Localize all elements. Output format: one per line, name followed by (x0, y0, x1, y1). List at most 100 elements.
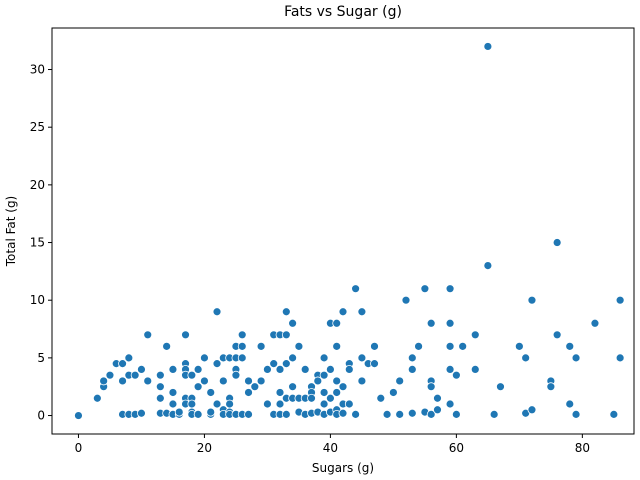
data-point (288, 318, 298, 328)
data-point (420, 284, 430, 294)
data-point (426, 318, 436, 328)
y-tick-label: 5 (37, 351, 45, 365)
data-point (514, 341, 524, 351)
data-point (124, 353, 134, 363)
data-point (351, 409, 361, 419)
data-point (546, 382, 556, 392)
y-tick-label: 15 (30, 236, 45, 250)
data-point (319, 353, 329, 363)
data-point (200, 376, 209, 386)
data-point (193, 382, 203, 392)
x-tick-label: 40 (323, 441, 338, 455)
x-axis: 0 20 40 60 80 (75, 434, 590, 455)
data-point (451, 409, 461, 419)
y-axis: 0 5 10 15 20 25 30 (30, 63, 52, 423)
data-point (609, 409, 619, 419)
y-tick-label: 0 (37, 409, 45, 423)
data-point (470, 365, 480, 374)
y-tick-label: 20 (30, 178, 45, 192)
data-point (118, 376, 127, 386)
data-point (395, 409, 405, 419)
chart-title: Fats vs Sugar (g) (284, 4, 402, 20)
data-point (319, 388, 329, 397)
data-point (162, 341, 172, 351)
data-point (275, 388, 285, 397)
data-point (99, 376, 109, 386)
data-point (414, 341, 423, 351)
data-point (263, 399, 272, 409)
x-tick-label: 80 (575, 441, 590, 455)
data-point (218, 376, 228, 386)
data-point (445, 318, 455, 328)
x-tick-label: 0 (75, 441, 83, 455)
data-point (187, 370, 197, 380)
data-point (181, 330, 190, 340)
y-tick-label: 30 (30, 63, 45, 77)
data-points (74, 42, 625, 420)
data-point (325, 393, 335, 403)
data-point (244, 388, 253, 397)
data-point (426, 409, 436, 419)
data-point (332, 318, 342, 328)
data-point (376, 393, 386, 403)
data-point (338, 408, 348, 418)
data-point (137, 408, 146, 418)
data-point (256, 341, 266, 351)
data-point (401, 295, 411, 305)
data-point (344, 399, 354, 409)
data-point (445, 399, 455, 409)
data-point (370, 341, 379, 351)
data-point (445, 365, 455, 374)
data-point (206, 388, 216, 397)
data-point (338, 307, 348, 317)
data-point (388, 388, 398, 397)
data-point (193, 409, 203, 419)
data-point (426, 382, 436, 392)
data-point (231, 370, 241, 380)
data-point (281, 307, 291, 317)
data-point (445, 284, 455, 294)
data-point (489, 409, 499, 419)
data-point (433, 393, 442, 403)
data-point (250, 382, 260, 392)
data-point (212, 359, 222, 369)
data-point (407, 353, 417, 363)
data-point (200, 353, 209, 363)
data-point (137, 365, 146, 374)
data-point (237, 341, 247, 351)
data-point (143, 376, 153, 386)
x-tick-label: 60 (449, 441, 464, 455)
data-point (521, 353, 531, 363)
data-point (458, 341, 468, 351)
data-point (344, 365, 354, 374)
data-point (395, 376, 405, 386)
data-point (332, 341, 342, 351)
data-point (294, 341, 304, 351)
data-point (552, 238, 562, 247)
data-point (155, 382, 165, 392)
data-point (382, 409, 392, 419)
data-point (281, 409, 291, 419)
data-point (206, 407, 216, 417)
x-tick-label: 20 (197, 441, 212, 455)
data-point (307, 393, 316, 403)
data-point (168, 399, 178, 409)
data-point (244, 376, 253, 386)
data-point (269, 359, 279, 369)
data-point (237, 353, 247, 363)
data-point (319, 399, 329, 409)
data-point (155, 393, 165, 403)
data-point (212, 399, 222, 409)
data-point (143, 330, 153, 340)
data-point (118, 359, 127, 369)
data-point (174, 407, 184, 417)
data-point (338, 382, 348, 392)
data-point (527, 295, 537, 305)
data-point (256, 376, 266, 386)
data-point (615, 353, 625, 363)
data-point (332, 388, 342, 397)
data-point (351, 284, 361, 294)
data-point (332, 376, 342, 386)
